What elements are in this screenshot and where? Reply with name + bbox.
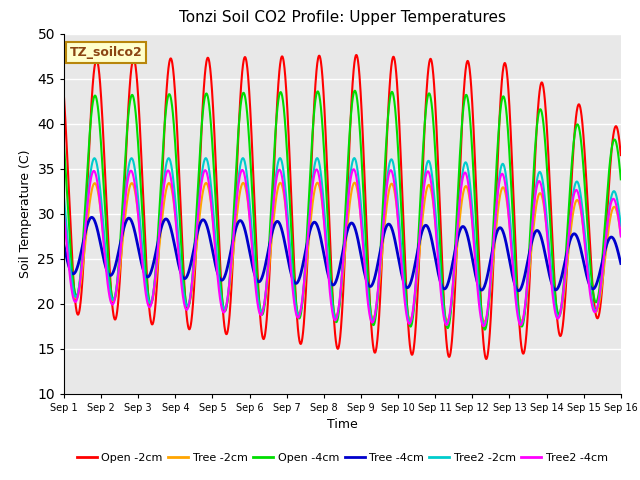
X-axis label: Time: Time <box>327 418 358 431</box>
Open -4cm <box>216 261 223 267</box>
Tree2 -2cm <box>60 195 68 201</box>
Open -2cm <box>216 241 223 247</box>
Open -4cm <box>505 138 513 144</box>
Open -2cm <box>60 95 68 100</box>
Tree -2cm <box>617 232 625 238</box>
Open -4cm <box>351 88 359 94</box>
Tree -2cm <box>359 234 367 240</box>
Tree -2cm <box>584 264 591 270</box>
Tree -4cm <box>515 288 522 294</box>
Tree -4cm <box>584 276 591 282</box>
Open -4cm <box>617 177 625 182</box>
Tree2 -4cm <box>350 167 358 172</box>
Tree -4cm <box>88 215 96 220</box>
Line: Open -4cm: Open -4cm <box>64 91 621 330</box>
Tree2 -2cm <box>359 224 367 230</box>
Tree -2cm <box>481 319 488 324</box>
Open -4cm <box>481 327 489 333</box>
Tree -4cm <box>617 261 625 266</box>
Open -2cm <box>505 90 513 96</box>
Tree2 -2cm <box>617 223 625 228</box>
Tree -2cm <box>371 312 379 318</box>
Tree -4cm <box>504 252 512 257</box>
Tree2 -2cm <box>216 279 223 285</box>
Open -4cm <box>60 142 68 148</box>
Open -2cm <box>371 350 379 356</box>
Open -2cm <box>353 52 360 58</box>
Tree2 -4cm <box>60 212 68 217</box>
Tree -2cm <box>351 180 358 186</box>
Tree -2cm <box>60 211 68 216</box>
Tree2 -4cm <box>505 213 513 218</box>
Tree2 -4cm <box>480 324 488 329</box>
Tree -4cm <box>371 275 379 280</box>
Tree2 -4cm <box>617 234 625 240</box>
Title: Tonzi Soil CO2 Profile: Upper Temperatures: Tonzi Soil CO2 Profile: Upper Temperatur… <box>179 11 506 25</box>
Open -2cm <box>617 152 625 158</box>
Open -4cm <box>359 176 367 181</box>
Tree -2cm <box>505 213 513 218</box>
Tree2 -2cm <box>480 322 488 328</box>
Tree2 -4cm <box>359 239 367 245</box>
Tree -4cm <box>216 275 223 281</box>
Text: TZ_soilco2: TZ_soilco2 <box>70 46 142 59</box>
Tree2 -2cm <box>584 259 591 265</box>
Line: Open -2cm: Open -2cm <box>64 55 621 359</box>
Tree2 -4cm <box>216 290 223 296</box>
Tree2 -2cm <box>350 155 358 161</box>
Tree -4cm <box>359 261 367 267</box>
Tree -2cm <box>216 281 223 287</box>
Line: Tree2 -4cm: Tree2 -4cm <box>64 169 621 326</box>
Open -2cm <box>568 169 576 175</box>
Line: Tree2 -2cm: Tree2 -2cm <box>64 158 621 325</box>
Open -2cm <box>584 199 591 205</box>
Y-axis label: Soil Temperature (C): Soil Temperature (C) <box>19 149 32 278</box>
Open -2cm <box>483 356 490 362</box>
Open -4cm <box>371 319 379 325</box>
Tree -4cm <box>60 242 68 248</box>
Tree -4cm <box>568 233 576 239</box>
Open -2cm <box>359 130 367 135</box>
Legend: Open -2cm, Tree -2cm, Open -4cm, Tree -4cm, Tree2 -2cm, Tree2 -4cm: Open -2cm, Tree -2cm, Open -4cm, Tree -4… <box>72 448 612 467</box>
Open -4cm <box>568 157 576 163</box>
Tree -2cm <box>568 217 576 223</box>
Line: Tree -4cm: Tree -4cm <box>64 217 621 291</box>
Tree2 -4cm <box>371 313 379 319</box>
Tree2 -2cm <box>371 313 379 319</box>
Tree2 -2cm <box>568 199 576 205</box>
Open -4cm <box>584 224 591 230</box>
Tree2 -4cm <box>568 203 576 208</box>
Tree2 -4cm <box>584 269 591 275</box>
Line: Tree -2cm: Tree -2cm <box>64 183 621 322</box>
Tree2 -2cm <box>505 198 513 204</box>
